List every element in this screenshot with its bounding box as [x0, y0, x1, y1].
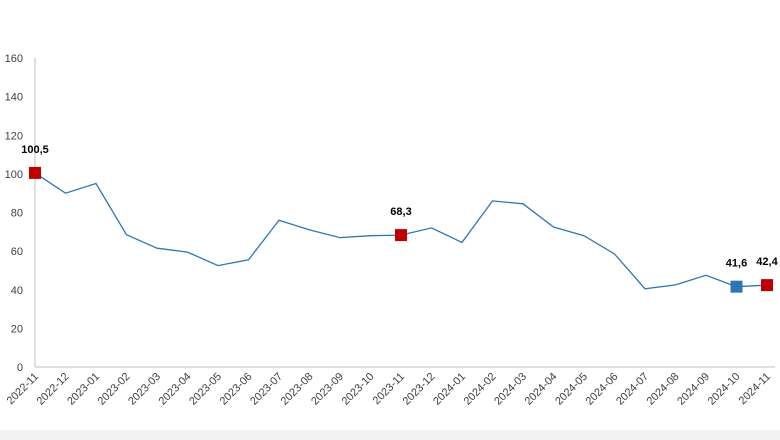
data-point-marker	[761, 279, 773, 292]
x-tick-label: 2023-06	[218, 371, 255, 408]
chart-axes	[34, 58, 775, 368]
data-point-marker	[29, 166, 41, 179]
x-tick-label: 2024-09	[675, 371, 712, 408]
x-tick-label: 2024-02	[462, 371, 499, 408]
x-tick-label: 2023-09	[309, 371, 346, 408]
data-label: 68,3	[390, 206, 411, 218]
x-tick-label: 2024-11	[737, 371, 773, 407]
x-tick-label: 2024-07	[614, 371, 651, 408]
y-tick-label: 120	[5, 130, 23, 142]
x-tick-label: 2024-10	[706, 371, 743, 408]
x-tick-label: 2024-05	[553, 371, 590, 408]
x-tick-label: 2023-10	[340, 371, 377, 408]
chart-data-labels: 100,5 68,3 41,6 42,4	[21, 144, 778, 270]
chart-markers	[29, 166, 773, 293]
y-tick-label: 140	[5, 92, 23, 104]
x-tick-label: 2024-01	[431, 371, 468, 408]
x-tick-label: 2022-12	[35, 371, 72, 408]
y-tick-label: 160	[5, 53, 23, 65]
y-tick-label: 80	[11, 208, 23, 220]
y-tick-label: 20	[11, 323, 23, 335]
x-tick-label: 2024-03	[492, 371, 529, 408]
data-label: 100,5	[21, 144, 49, 156]
x-tick-label: 2023-04	[157, 371, 194, 408]
x-tick-label: 2024-08	[645, 371, 682, 408]
x-axis-ticks: 2022-112022-122023-012023-022023-032023-…	[5, 371, 773, 408]
y-tick-label: 60	[11, 246, 23, 258]
x-tick-label: 2023-05	[187, 371, 224, 408]
y-tick-label: 0	[17, 362, 23, 374]
data-label: 42,4	[756, 256, 778, 268]
data-label: 41,6	[726, 258, 747, 270]
y-tick-label: 100	[5, 169, 23, 181]
x-tick-label: 2023-07	[248, 371, 285, 408]
y-axis-ticks: 0 20 40 60 80 100 120 140 160	[5, 53, 23, 374]
x-tick-label: 2024-06	[584, 371, 621, 408]
x-tick-label: 2023-12	[401, 371, 438, 408]
x-tick-label: 2023-03	[126, 371, 163, 408]
x-tick-label: 2024-04	[523, 371, 560, 408]
y-tick-label: 40	[11, 285, 23, 297]
x-tick-label: 2023-02	[96, 371, 133, 408]
data-point-marker	[730, 280, 743, 293]
x-tick-label: 2023-08	[279, 371, 316, 408]
x-tick-label: 2023-01	[65, 371, 102, 408]
bottom-band	[0, 430, 780, 440]
data-point-marker	[395, 229, 407, 242]
